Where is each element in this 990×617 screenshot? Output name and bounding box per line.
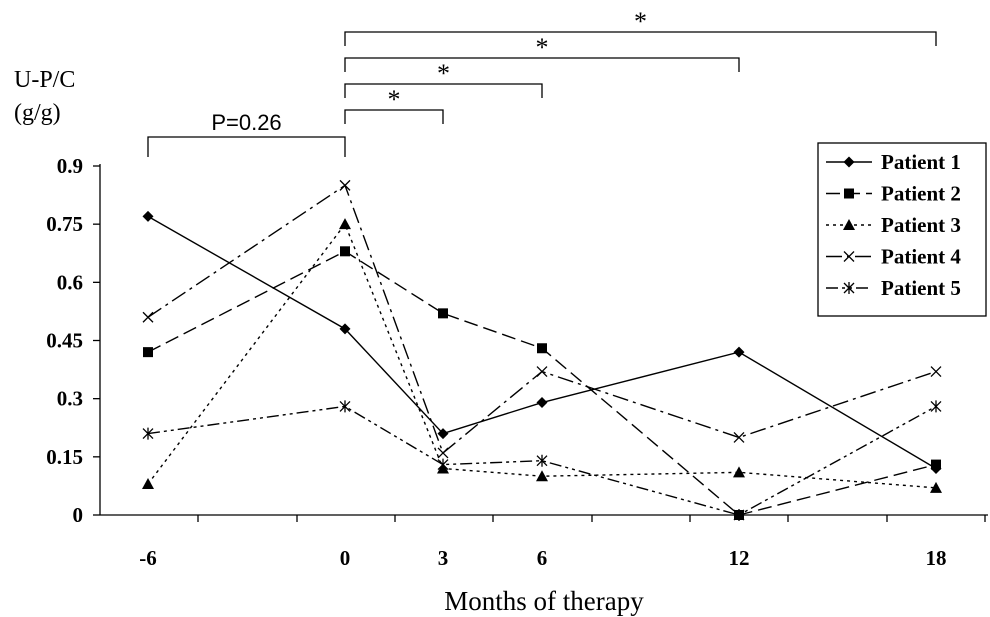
series-patient-4: [142, 179, 942, 459]
legend-label: Patient 4: [881, 245, 961, 269]
legend-marker-x: [843, 251, 855, 262]
legend-marker-triangle: [843, 219, 855, 230]
significance-bracket: [147, 136, 346, 157]
data-point-asterisk: [930, 400, 942, 413]
data-point-x: [930, 366, 942, 377]
data-point-triangle: [930, 481, 942, 493]
series-line: [147, 405, 937, 516]
x-tick-label: -6: [139, 546, 157, 570]
series-patient-3: [142, 218, 942, 493]
data-point-asterisk: [437, 458, 449, 471]
data-point-diamond: [733, 346, 745, 358]
data-point-diamond: [437, 428, 449, 440]
data-point-x: [142, 311, 154, 323]
data-point-triangle: [733, 466, 745, 478]
significance-star: *: [388, 85, 401, 114]
data-point-diamond: [536, 397, 548, 409]
y-tick-label: 0.15: [46, 445, 83, 469]
significance-bracket: [344, 31, 937, 46]
data-point-asterisk: [339, 400, 351, 413]
series-line: [147, 215, 937, 470]
x-tick-label: 6: [537, 546, 548, 570]
data-point-x: [536, 366, 548, 377]
significance-star: *: [437, 59, 450, 88]
data-point-diamond: [339, 323, 351, 335]
y-tick-label: 0.9: [57, 154, 83, 178]
x-tick-label: 0: [340, 546, 351, 570]
axes: 0 0.15 0.3 0.45 0.6 0.75 0.9 -6 0 3 6 12 18: [46, 154, 988, 570]
significance-bracket: [344, 83, 543, 98]
y-axis-title-line-1: U-P/C: [14, 67, 75, 93]
data-point-square: [537, 343, 547, 354]
legend-label: Patient 1: [881, 150, 961, 174]
p-value-label: P=0.26: [211, 110, 281, 135]
legend-marker-asterisk: [843, 282, 855, 294]
y-axis-title: U-P/C (g/g): [14, 67, 75, 126]
series-line: [147, 184, 937, 455]
legend-label: Patient 3: [881, 213, 961, 237]
x-axis-title: Months of therapy: [444, 586, 644, 616]
data-point-square: [438, 308, 448, 319]
data-point-triangle: [339, 218, 351, 230]
legend-label: Patient 2: [881, 182, 961, 206]
y-tick-label: 0.45: [46, 329, 83, 353]
legend-label: Patient 5: [881, 276, 961, 300]
data-point-x: [339, 179, 351, 191]
data-point-triangle: [142, 477, 154, 489]
series-layer: [142, 179, 942, 521]
significance-bracket: [344, 109, 444, 124]
x-tick-label: 3: [438, 546, 449, 570]
series-line: [147, 222, 937, 489]
data-point-asterisk: [733, 509, 745, 521]
significance-bracket: [344, 57, 740, 72]
y-tick-label: 0.6: [57, 270, 83, 294]
data-point-asterisk: [142, 427, 154, 440]
significance-star: *: [536, 33, 549, 62]
series-patient-5: [142, 400, 942, 521]
data-point-square: [340, 246, 350, 257]
legend-marker-diamond: [843, 156, 855, 168]
y-axis-title-line-2: (g/g): [14, 100, 61, 126]
y-tick-label: 0.75: [46, 212, 83, 236]
data-point-diamond: [142, 210, 154, 222]
data-point-square: [931, 459, 941, 470]
data-point-x: [437, 447, 449, 459]
x-tick-label: 12: [729, 546, 750, 570]
data-point-square: [143, 347, 153, 358]
y-tick-label: 0.3: [57, 387, 83, 411]
data-point-asterisk: [536, 454, 548, 467]
y-tick-label: 0: [73, 503, 84, 527]
data-point-x: [733, 431, 745, 443]
legend: Patient 1 Patient 2 Patient 3 Patient 4 Pati…: [817, 142, 987, 317]
series-line: [147, 250, 937, 516]
x-tick-label: 18: [926, 546, 947, 570]
significance-star: *: [634, 7, 647, 36]
significance-brackets: P=0.26 * * * *: [147, 7, 937, 157]
legend-marker-square: [844, 188, 854, 199]
data-point-triangle: [536, 470, 548, 482]
